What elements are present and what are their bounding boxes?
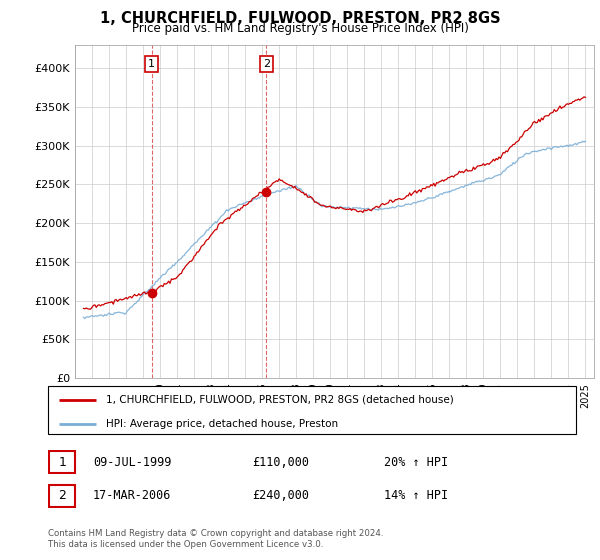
Text: Contains HM Land Registry data © Crown copyright and database right 2024.
This d: Contains HM Land Registry data © Crown c… [48,529,383,549]
Text: 2: 2 [263,59,270,69]
FancyBboxPatch shape [49,451,76,473]
Text: 14% ↑ HPI: 14% ↑ HPI [384,489,448,502]
Text: 20% ↑ HPI: 20% ↑ HPI [384,455,448,469]
Text: Price paid vs. HM Land Registry's House Price Index (HPI): Price paid vs. HM Land Registry's House … [131,22,469,35]
Text: £110,000: £110,000 [252,455,309,469]
Text: 1: 1 [58,455,67,469]
Text: 1: 1 [148,59,155,69]
FancyBboxPatch shape [48,386,576,434]
Text: HPI: Average price, detached house, Preston: HPI: Average price, detached house, Pres… [106,418,338,428]
Text: 1, CHURCHFIELD, FULWOOD, PRESTON, PR2 8GS (detached house): 1, CHURCHFIELD, FULWOOD, PRESTON, PR2 8G… [106,395,454,405]
FancyBboxPatch shape [49,484,76,507]
Text: 09-JUL-1999: 09-JUL-1999 [93,455,172,469]
Text: 2: 2 [58,489,67,502]
Text: 1, CHURCHFIELD, FULWOOD, PRESTON, PR2 8GS: 1, CHURCHFIELD, FULWOOD, PRESTON, PR2 8G… [100,11,500,26]
Text: £240,000: £240,000 [252,489,309,502]
Text: 17-MAR-2006: 17-MAR-2006 [93,489,172,502]
